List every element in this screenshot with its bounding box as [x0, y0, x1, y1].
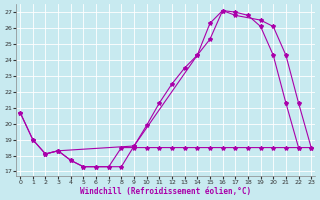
X-axis label: Windchill (Refroidissement éolien,°C): Windchill (Refroidissement éolien,°C) [80, 187, 251, 196]
